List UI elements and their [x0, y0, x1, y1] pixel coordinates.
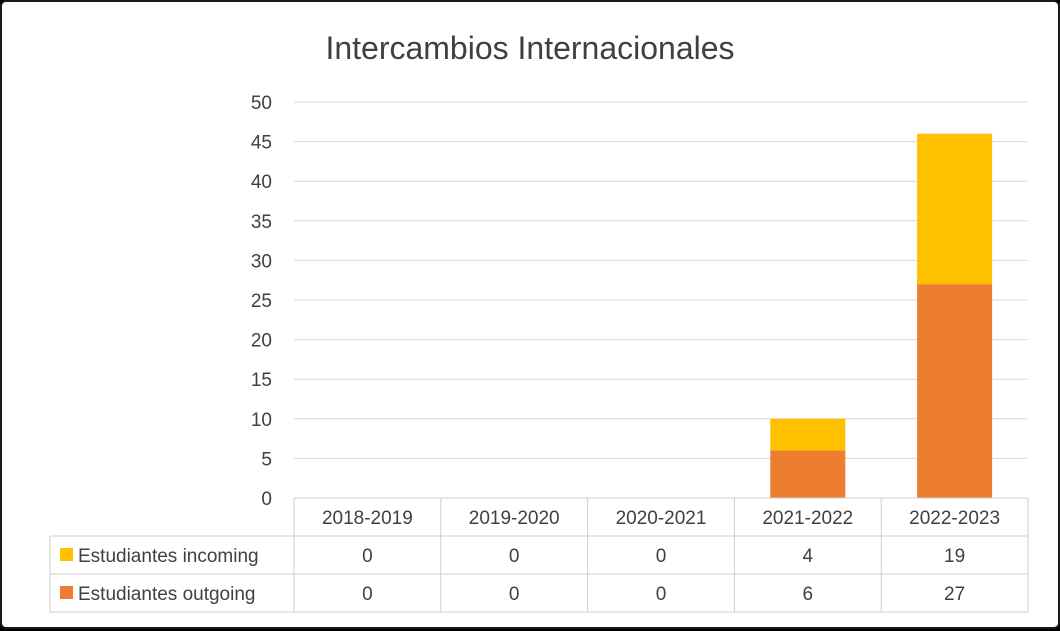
data-label: 0: [362, 584, 373, 605]
y-tick-label: 10: [251, 410, 272, 431]
data-label: 0: [509, 584, 520, 605]
category-label: 2018-2019: [322, 508, 413, 529]
y-tick-label: 0: [261, 489, 272, 510]
gridlines: [294, 101, 1028, 459]
y-tick-label: 50: [251, 93, 272, 114]
category-label: 2020-2021: [616, 508, 707, 529]
y-tick-label: 40: [251, 172, 272, 193]
y-tick-label: 15: [251, 370, 272, 391]
bar-segment: [770, 418, 846, 451]
data-label: 0: [362, 546, 373, 567]
data-label: 0: [656, 546, 667, 567]
category-label: 2019-2020: [469, 508, 560, 529]
legend-label: Estudiantes incoming: [78, 546, 259, 567]
legend-swatch: [60, 586, 73, 599]
data-label: 19: [944, 546, 965, 567]
y-axis-ticks: 0 5 10 15 20 25 30 35 40 45 50: [251, 93, 272, 510]
y-tick-label: 45: [251, 133, 272, 154]
y-tick-label: 35: [251, 212, 272, 233]
chart-title: Intercambios Internacionales: [325, 30, 734, 66]
data-table: 2018-2019 2019-2020 2020-2021 2021-2022 2022…: [49, 497, 1029, 613]
y-tick-label: 5: [261, 449, 272, 470]
y-tick-label: 30: [251, 251, 272, 272]
bar-segment: [770, 450, 846, 498]
bars: [770, 133, 993, 498]
data-label: 4: [803, 546, 814, 567]
bar-segment: [917, 133, 993, 285]
legend-label: Estudiantes outgoing: [78, 584, 255, 605]
data-label: 0: [509, 546, 520, 567]
y-tick-label: 25: [251, 291, 272, 312]
bar-segment: [917, 284, 993, 498]
y-tick-label: 20: [251, 331, 272, 352]
category-label: 2022-2023: [909, 508, 1000, 529]
legend-swatch: [60, 548, 73, 561]
data-label: 27: [944, 584, 965, 605]
data-label: 6: [803, 584, 814, 605]
data-label: 0: [656, 584, 667, 605]
category-label: 2021-2022: [762, 508, 853, 529]
